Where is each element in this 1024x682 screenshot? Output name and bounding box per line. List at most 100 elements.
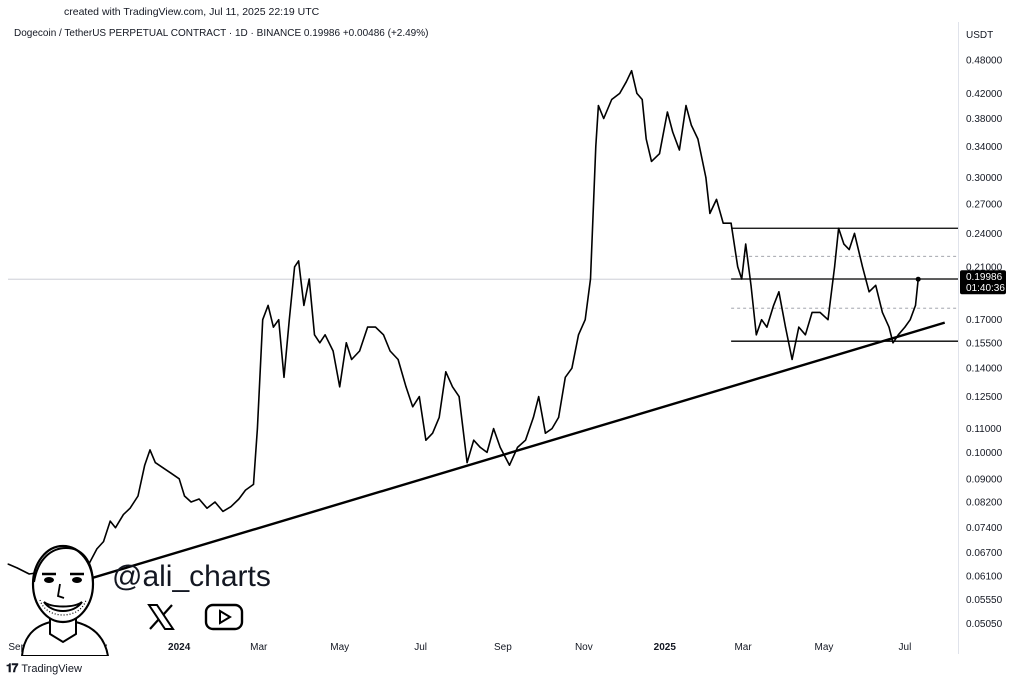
price-tick-label: 0.05050 xyxy=(966,619,1003,630)
price-point xyxy=(297,260,300,262)
price-point xyxy=(798,326,800,328)
price-point xyxy=(16,567,18,569)
price-point xyxy=(625,81,627,83)
countdown-label: 01:40:36 xyxy=(966,283,1005,294)
price-point xyxy=(293,266,296,268)
price-point xyxy=(486,451,488,454)
price-point xyxy=(96,548,98,550)
tradingview-footer[interactable]: 𝟏𝟕 TradingView xyxy=(6,661,82,676)
price-point xyxy=(162,467,164,469)
price-tick-label: 0.05550 xyxy=(966,595,1003,606)
price-point xyxy=(397,358,399,361)
time-tick-label: Jul xyxy=(899,642,912,653)
price-point xyxy=(571,367,573,369)
price-point xyxy=(359,350,361,352)
price-point xyxy=(382,334,385,336)
price-point xyxy=(914,304,917,306)
author-avatar xyxy=(8,538,118,661)
price-point xyxy=(772,304,775,306)
price-point xyxy=(458,395,460,398)
time-tick-label: May xyxy=(815,642,834,653)
price-point xyxy=(658,153,661,155)
price-point xyxy=(853,232,856,235)
price-series-line[interactable] xyxy=(7,69,919,586)
price-tick-label: 0.48000 xyxy=(966,56,1003,67)
price-point xyxy=(339,386,341,388)
price-point xyxy=(678,149,680,151)
price-tick-label: 0.17000 xyxy=(966,315,1003,326)
author-handle: @ali_charts xyxy=(112,560,271,593)
symbol-price: 0.19986 xyxy=(303,28,341,39)
price-point xyxy=(672,131,674,133)
price-point xyxy=(473,439,475,441)
price-point xyxy=(214,501,216,503)
price-tick-label: 0.12500 xyxy=(966,392,1003,403)
price-point xyxy=(761,319,763,321)
price-point xyxy=(230,506,232,508)
price-point xyxy=(129,507,131,509)
price-point xyxy=(819,311,821,314)
price-tick-label: 0.27000 xyxy=(966,199,1003,210)
price-point xyxy=(597,105,600,107)
time-tick-label: Sep xyxy=(494,642,512,653)
price-point xyxy=(122,513,125,516)
price-point xyxy=(137,495,139,497)
price-point xyxy=(345,342,347,344)
tradingview-logo-icon: 𝟏𝟕 xyxy=(6,661,18,675)
price-point xyxy=(888,326,890,328)
chart-plot-area[interactable] xyxy=(8,22,959,654)
price-point xyxy=(861,266,864,268)
price-tick-label: 0.24000 xyxy=(966,229,1003,240)
price-point xyxy=(538,395,540,398)
price-point xyxy=(493,427,495,430)
price-point xyxy=(154,462,156,464)
price-point xyxy=(745,243,747,245)
price-point xyxy=(709,212,711,214)
price-point xyxy=(904,326,906,328)
price-point xyxy=(28,573,30,575)
price-tick-label: 0.07400 xyxy=(966,523,1003,534)
price-point xyxy=(730,222,732,224)
price-tick-label: 0.14000 xyxy=(966,364,1003,375)
price-point xyxy=(114,527,117,529)
price-tick-label: 0.11000 xyxy=(966,424,1002,435)
price-point xyxy=(374,326,377,328)
price-point xyxy=(641,98,643,101)
ascending-trendline[interactable] xyxy=(48,321,946,592)
price-tick-label: 0.42000 xyxy=(966,89,1003,100)
price-point xyxy=(431,432,434,434)
price-point xyxy=(532,416,535,419)
price-point xyxy=(262,319,264,321)
price-point xyxy=(244,489,247,491)
price-point xyxy=(144,464,146,466)
price-point xyxy=(875,284,877,286)
price-point xyxy=(909,319,911,321)
time-tick-label: 2024 xyxy=(168,642,191,653)
price-point xyxy=(313,334,316,336)
current-price-label: 0.19986 xyxy=(966,272,1003,283)
price-point xyxy=(645,138,647,140)
price-point xyxy=(589,278,592,280)
price-point xyxy=(881,311,883,314)
price-point xyxy=(351,358,353,361)
price-tick-label: 0.15500 xyxy=(966,338,1003,349)
price-point xyxy=(551,427,553,430)
symbol-header[interactable]: Dogecoin / TetherUS PERPETUAL CONTRACT ·… xyxy=(14,28,428,39)
price-point xyxy=(715,198,718,200)
price-tick-label: 0.10000 xyxy=(966,448,1003,459)
x-logo-icon[interactable] xyxy=(146,602,176,632)
price-tick-label: 0.06700 xyxy=(966,548,1003,559)
youtube-icon[interactable] xyxy=(204,602,244,632)
price-point xyxy=(650,160,653,163)
time-tick-label: May xyxy=(330,642,349,653)
price-point xyxy=(366,326,369,328)
price-point xyxy=(267,304,269,306)
price-point xyxy=(508,464,511,466)
price-point xyxy=(418,395,420,398)
last-price-marker xyxy=(915,276,921,282)
price-point xyxy=(848,248,850,251)
current-price-label-box xyxy=(960,270,1006,295)
price-point xyxy=(206,507,208,509)
price-point xyxy=(272,326,274,328)
